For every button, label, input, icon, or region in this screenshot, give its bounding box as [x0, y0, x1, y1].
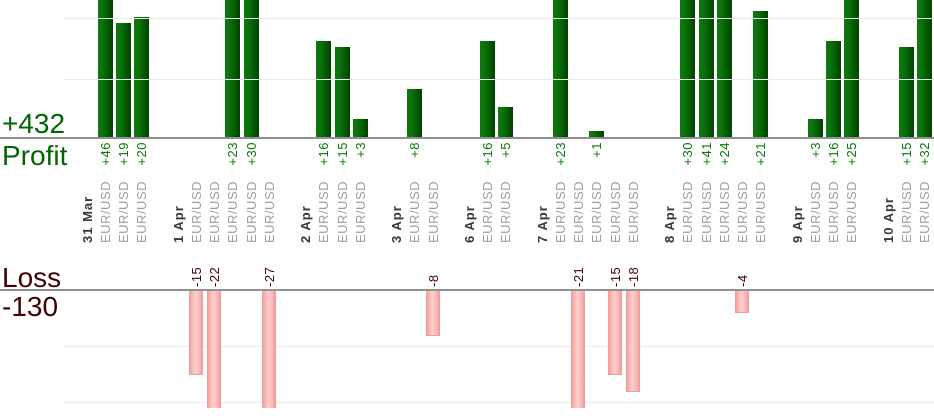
symbol-label: EUR/USD [553, 180, 568, 243]
profit-gridline-10 [63, 79, 934, 80]
profit-bar [753, 11, 768, 137]
profit-bar [498, 107, 513, 137]
loss-value-label: -8 [426, 274, 441, 287]
date-label: 2 Apr [298, 205, 313, 243]
loss-gridline-10 [63, 346, 934, 347]
symbol-label: EUR/USD [589, 180, 604, 243]
profit-bar [353, 119, 368, 137]
symbol-label: EUR/USD [262, 180, 277, 243]
symbol-label: EUR/USD [680, 180, 695, 243]
loss-value-label: -21 [571, 266, 586, 287]
loss-bar [608, 291, 622, 375]
loss-bar [262, 291, 276, 408]
loss-bar [626, 291, 640, 392]
profit-bar [116, 23, 131, 137]
symbol-label: EUR/USD [335, 180, 350, 243]
profit-bar [917, 0, 932, 137]
symbol-label: EUR/USD [480, 180, 495, 243]
symbol-label: EUR/USD [134, 180, 149, 243]
loss-bar [189, 291, 203, 375]
loss-bar [735, 291, 749, 313]
profit-bar [134, 17, 149, 137]
symbol-label: EUR/USD [844, 180, 859, 243]
profit-bar [899, 47, 914, 137]
profit-bar [808, 119, 823, 137]
symbol-label: EUR/USD [826, 180, 841, 243]
symbol-label: EUR/USD [899, 180, 914, 243]
profit-total: +432 [2, 108, 66, 139]
symbol-label: EUR/USD [116, 180, 131, 243]
loss-value-label: -18 [626, 266, 641, 287]
symbol-label: EUR/USD [426, 180, 441, 243]
symbol-label: EUR/USD [316, 180, 331, 243]
profit-bar [717, 0, 732, 137]
date-label: 8 Apr [662, 205, 677, 243]
loss-label: Loss [2, 262, 62, 293]
loss-value-label: -27 [262, 266, 277, 287]
profit-bar [680, 0, 695, 137]
symbol-label: EUR/USD [808, 180, 823, 243]
loss-baseline [0, 289, 934, 291]
profit-bar [480, 41, 495, 137]
symbol-label: EUR/USD [244, 180, 259, 243]
profit-bar [335, 47, 350, 137]
symbol-label: EUR/USD [353, 180, 368, 243]
date-label: 10 Apr [881, 197, 896, 243]
profit-bar [844, 0, 859, 137]
loss-value-label: -15 [608, 266, 623, 287]
profit-bar [553, 0, 568, 137]
symbol-label: EUR/USD [225, 180, 240, 243]
profit-bar [589, 131, 604, 137]
date-label: 1 Apr [171, 205, 186, 243]
profit-bar [826, 41, 841, 137]
symbol-label: EUR/USD [626, 180, 641, 243]
profit-bars-area [0, 0, 934, 137]
loss-gridline-20 [63, 402, 934, 403]
loss-bar [207, 291, 221, 408]
loss-bar [571, 291, 585, 408]
loss-value-label: -15 [189, 266, 204, 287]
symbol-label: EUR/USD [753, 180, 768, 243]
date-label: 9 Apr [790, 205, 805, 243]
profit-gridline-20 [63, 18, 934, 19]
date-label: 31 Mar [80, 195, 95, 243]
loss-total: -130 [2, 291, 59, 322]
date-label: 6 Apr [462, 205, 477, 243]
profit-bar [244, 0, 259, 137]
symbol-label: EUR/USD [735, 180, 750, 243]
profit-bar [699, 0, 714, 137]
loss-value-label: -4 [735, 274, 750, 287]
profit-baseline [0, 137, 934, 139]
symbol-label: EUR/USD [207, 180, 222, 243]
symbol-label: EUR/USD [407, 180, 422, 243]
loss-value-label: -22 [207, 266, 222, 287]
date-label: 7 Apr [535, 205, 550, 243]
symbol-label: EUR/USD [98, 180, 113, 243]
symbol-label: EUR/USD [608, 180, 623, 243]
symbol-label: EUR/USD [498, 180, 513, 243]
profit-bar [98, 0, 113, 137]
profit-bar [225, 0, 240, 137]
loss-bars-area [0, 291, 934, 408]
symbol-label: EUR/USD [699, 180, 714, 243]
profit-bar [407, 89, 422, 137]
profit-bar [316, 41, 331, 137]
symbol-label: EUR/USD [917, 180, 932, 243]
date-label: 3 Apr [389, 205, 404, 243]
symbol-label: EUR/USD [189, 180, 204, 243]
loss-bar [426, 291, 440, 336]
symbol-label: EUR/USD [717, 180, 732, 243]
profit-label: Profit [2, 140, 68, 171]
symbol-label: EUR/USD [571, 180, 586, 243]
